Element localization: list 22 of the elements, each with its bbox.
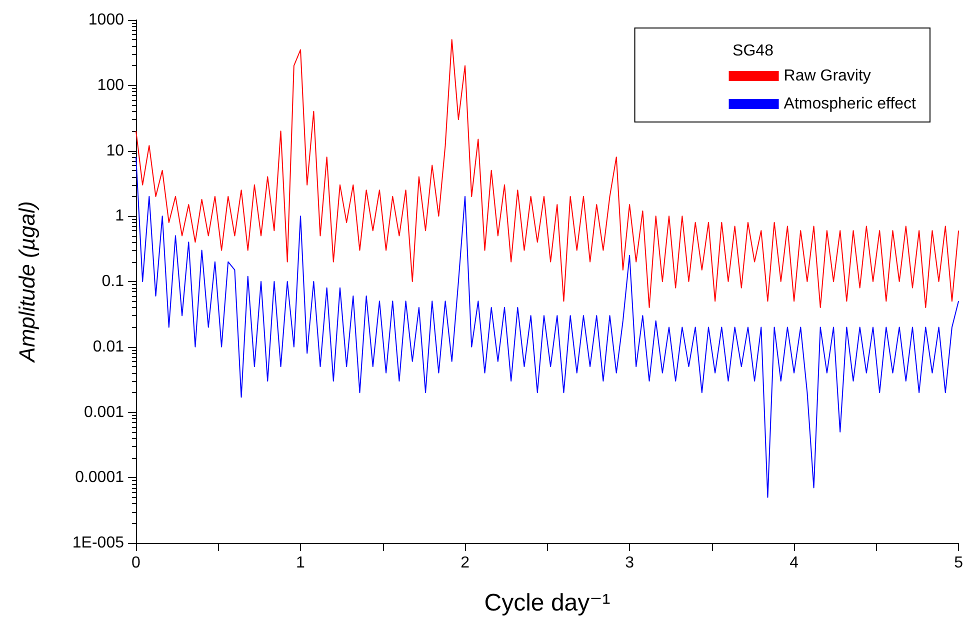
line-series xyxy=(136,39,960,308)
y-tick-label: 0.1 xyxy=(102,273,124,290)
y-tick-label: 0.0001 xyxy=(75,469,124,486)
legend-label: Raw Gravity xyxy=(784,68,871,84)
y-tick-label: 1E-005 xyxy=(72,534,124,552)
y-axis-title: Amplitude (µgal) xyxy=(14,201,40,364)
y-tick-label: 1000 xyxy=(88,12,124,28)
x-tick-label: 1 xyxy=(296,554,306,572)
line-series xyxy=(136,156,960,498)
x-tick-label: 0 xyxy=(132,554,141,572)
x-tick-label: 5 xyxy=(954,554,964,572)
y-tick-label: 10 xyxy=(106,142,124,160)
legend-title: SG48 xyxy=(732,42,774,60)
x-tick-label: 3 xyxy=(625,554,634,572)
legend-label: Atmospheric effect xyxy=(784,96,917,112)
x-axis-title: Cycle day⁻¹ xyxy=(484,590,610,616)
x-tick-label: 2 xyxy=(460,554,470,572)
x-tick-label: 4 xyxy=(790,554,799,572)
y-tick-label: 0.001 xyxy=(84,404,124,421)
y-tick-label: 1 xyxy=(115,208,124,225)
y-tick-label: 100 xyxy=(97,76,124,94)
y-tick-label: 0.01 xyxy=(92,338,124,356)
